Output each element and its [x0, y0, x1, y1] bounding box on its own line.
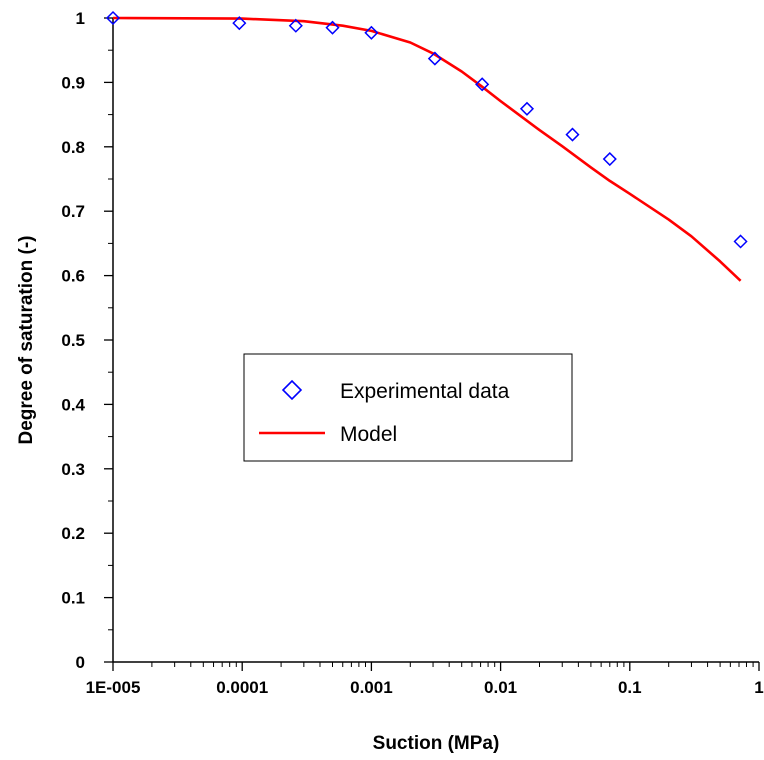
experimental-data-point: [519, 101, 535, 116]
x-tick-label: 0.1: [618, 678, 642, 697]
y-tick-label: 1: [76, 9, 85, 28]
y-tick-label: 0.2: [61, 524, 85, 543]
legend-label-experimental: Experimental data: [340, 380, 510, 403]
x-tick-label: 1E-005: [86, 678, 141, 697]
experimental-data-point: [475, 77, 490, 92]
legend-diamond-marker: [281, 379, 303, 401]
experimental-data-point: [565, 127, 580, 142]
axes: [112, 18, 759, 663]
y-tick-label: 0.8: [61, 138, 85, 157]
series-layer: [105, 10, 748, 282]
experimental-data-point: [105, 10, 121, 26]
x-tick-label: 0.001: [350, 678, 393, 697]
x-axis-title: Suction (MPa): [373, 733, 500, 754]
experimental-data-point: [232, 16, 247, 31]
x-tick-labels: 1E-005 0.0001 0.001 0.01 0.1 1: [86, 678, 764, 697]
y-tick-label: 0.7: [61, 202, 85, 221]
x-tick-label: 0.01: [484, 678, 517, 697]
experimental-data-point: [602, 151, 617, 167]
legend-label-model: Model: [340, 423, 397, 446]
x-tick-label: 1: [754, 678, 763, 697]
y-tick-label: 0.4: [61, 395, 85, 414]
y-axis-title: Degree of saturation (-): [16, 235, 37, 444]
y-tick-label: 0.1: [61, 589, 85, 608]
y-tick-label: 0.9: [61, 73, 85, 92]
x-tick-label: 0.0001: [216, 678, 268, 697]
y-tick-label: 0.6: [61, 267, 85, 286]
experimental-data-point: [288, 18, 303, 33]
experimental-data-point: [364, 25, 379, 40]
experimental-data-point: [427, 51, 442, 66]
y-tick-label: 0.5: [61, 331, 85, 350]
y-ticks: [104, 17, 113, 663]
y-tick-label: 0: [76, 653, 85, 672]
y-tick-label: 0.3: [61, 460, 85, 479]
y-tick-labels: 0 0.1 0.2 0.3 0.4 0.5 0.6 0.7 0.8 0.9 1: [61, 9, 85, 672]
legend-box: [243, 353, 573, 462]
x-ticks: [112, 662, 760, 671]
legend: Experimental data Model: [243, 353, 573, 462]
experimental-data-point: [733, 234, 748, 249]
model-line: [112, 16, 742, 282]
experimental-data-point: [325, 20, 340, 35]
